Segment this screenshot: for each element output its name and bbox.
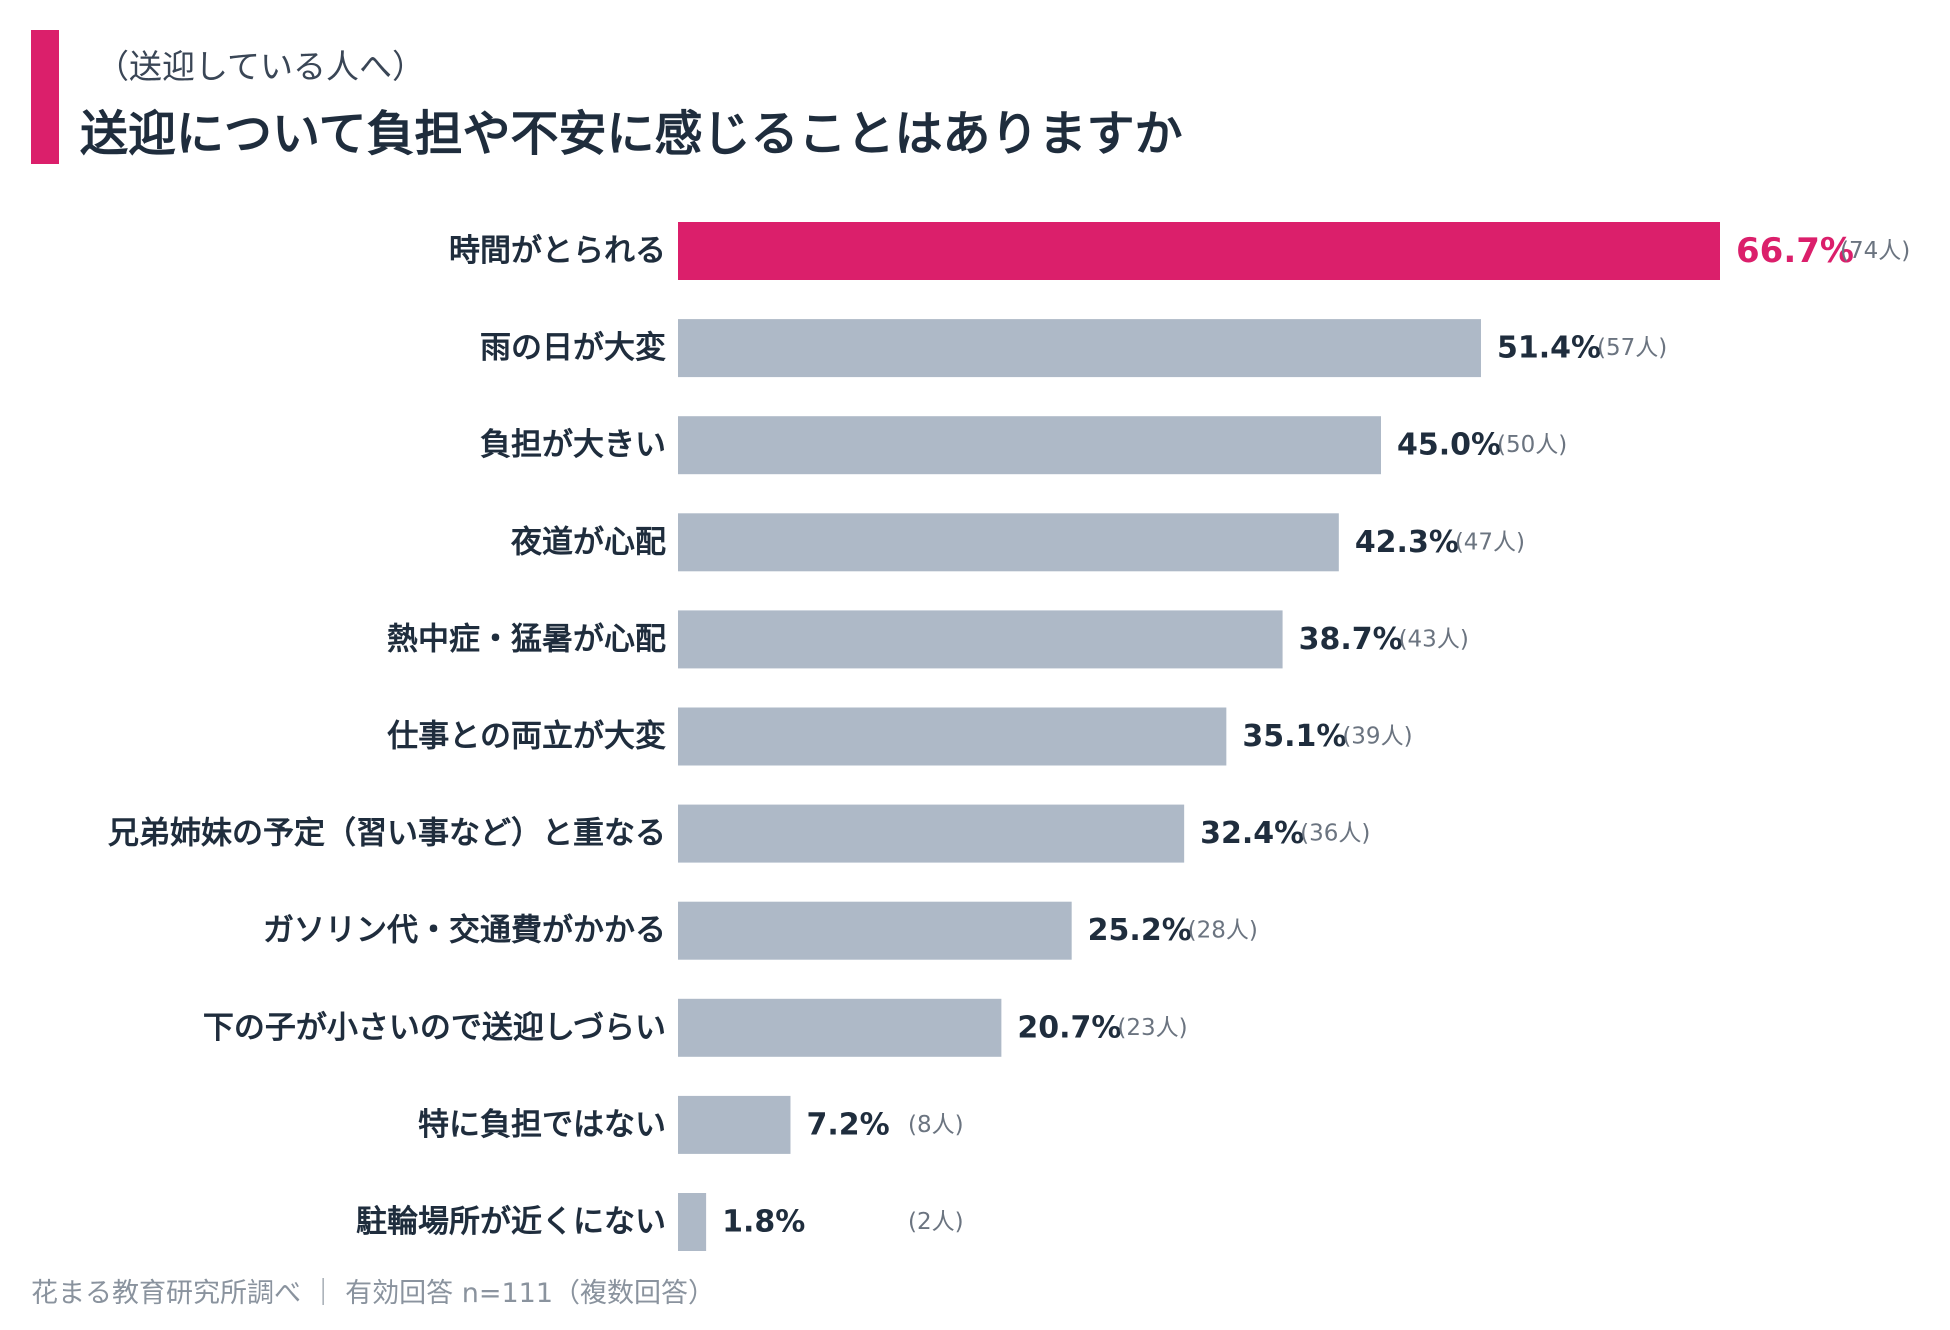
count-label-4: (47人)	[1455, 529, 1525, 555]
title-accent-bar	[31, 30, 59, 164]
count-label-5: (43人)	[1399, 626, 1469, 652]
bar-3	[678, 416, 1381, 475]
count-label-7: (36人)	[1300, 821, 1370, 847]
value-label-11: 1.8%	[722, 1205, 805, 1240]
bar-chart: 時間がとられる 66.7%(74人) 雨の日が大変 51.4%(57人) 負担が大きい 4…	[108, 222, 1910, 1251]
count-label-6: (39人)	[1342, 724, 1412, 750]
chart-subtitle: （送迎している人へ）	[96, 47, 426, 86]
category-label-4: 夜道が心配	[510, 524, 666, 560]
source-footer: 花まる教育研究所調べ ｜ 有効回答 n=111（複数回答）	[31, 1278, 716, 1309]
bar-6	[678, 707, 1227, 766]
category-label-9: 下の子が小さいので送迎しづらい	[203, 1010, 666, 1046]
bar-8	[678, 901, 1072, 960]
value-label-1: 66.7%	[1736, 231, 1854, 271]
category-label-6: 仕事との両立が大変	[387, 719, 666, 755]
value-label-9: 20.7%	[1017, 1010, 1121, 1045]
bar-4	[678, 513, 1339, 572]
category-label-3: 負担が大きい	[480, 427, 666, 463]
bar-2	[678, 319, 1481, 378]
value-label-4: 42.3%	[1355, 525, 1459, 560]
value-label-2: 51.4%	[1497, 331, 1601, 366]
count-label-2: (57人)	[1597, 335, 1667, 361]
bar-10	[678, 1095, 791, 1154]
count-label-8: (28人)	[1188, 918, 1258, 944]
value-label-6: 35.1%	[1242, 719, 1346, 754]
count-label-10: (8人)	[908, 1112, 964, 1138]
chart-title: 送迎について負担や不安に感じることはありますか	[80, 106, 1183, 162]
category-label-10: 特に負担ではない	[418, 1107, 666, 1143]
count-label-1: (74人)	[1840, 238, 1910, 264]
value-label-10: 7.2%	[806, 1107, 889, 1142]
category-label-2: 雨の日が大変	[480, 330, 666, 366]
count-label-3: (50人)	[1497, 432, 1567, 458]
category-label-7: 兄弟姉妹の予定（習い事など）と重なる	[108, 816, 666, 852]
count-label-11: (2人)	[908, 1209, 964, 1235]
bar-7	[678, 804, 1185, 863]
category-label-5: 熱中症・猛暑が心配	[387, 621, 666, 657]
bar-11	[678, 1193, 707, 1251]
value-label-8: 25.2%	[1088, 913, 1192, 948]
value-label-5: 38.7%	[1299, 622, 1403, 657]
bar-5	[678, 610, 1283, 669]
count-label-9: (23人)	[1117, 1015, 1187, 1041]
value-label-3: 45.0%	[1397, 428, 1501, 463]
bar-1	[678, 222, 1720, 280]
value-label-7: 32.4%	[1200, 816, 1304, 851]
bar-9	[678, 998, 1002, 1057]
category-label-11: 駐輪場所が近くにない	[356, 1204, 666, 1240]
category-label-8: ガソリン代・交通費がかかる	[263, 913, 666, 949]
category-label-1: 時間がとられる	[449, 233, 666, 269]
